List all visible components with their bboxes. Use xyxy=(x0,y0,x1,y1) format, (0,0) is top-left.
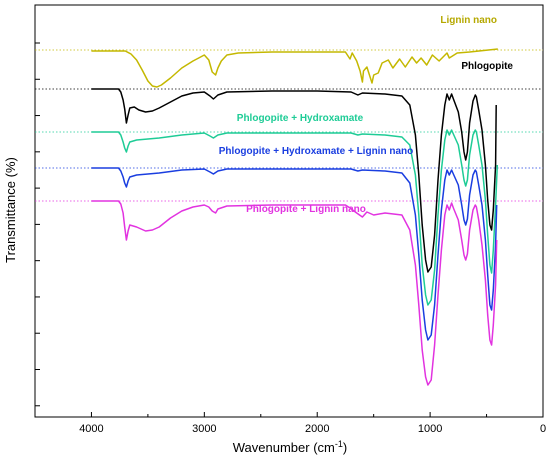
x-tick-label: 4000 xyxy=(79,423,103,435)
series-line xyxy=(91,129,499,306)
series-label-lignin-nano: Lignin nano xyxy=(440,15,497,26)
x-axis-title-superscript: -1 xyxy=(335,439,343,449)
x-axis-title: Wavenumber (cm-1) xyxy=(233,439,347,455)
y-axis-title: Transmittance (%) xyxy=(3,157,18,263)
x-axis-title-main: Wavenumber (cm xyxy=(233,440,335,455)
series-label-phlogopite-lignin: Phlogopite + Lignin nano xyxy=(246,204,366,215)
plot-frame xyxy=(34,4,544,418)
series-line xyxy=(91,200,498,386)
x-tick-label: 1000 xyxy=(418,423,442,435)
series-line xyxy=(91,48,498,88)
x-tick-label: 3000 xyxy=(192,423,216,435)
x-tick-label: 0 xyxy=(540,423,546,435)
series-layer xyxy=(91,48,499,386)
series-label-phlogopite-hydroxamate: Phlogopite + Hydroxamate xyxy=(237,113,364,124)
baseline-guides xyxy=(35,49,543,202)
series-line xyxy=(91,88,497,273)
series-label-phlogopite-hydroxamate-lignin: Phlogopite + Hydroxamate + Lignin nano xyxy=(219,146,413,157)
ticks-layer: 4000 3000 2000 1000 0 xyxy=(34,42,546,435)
series-label-phlogopite: Phlogopite xyxy=(461,61,513,72)
x-axis-title-close: ) xyxy=(343,440,347,455)
x-tick-label: 2000 xyxy=(305,423,329,435)
series-line xyxy=(91,167,498,341)
